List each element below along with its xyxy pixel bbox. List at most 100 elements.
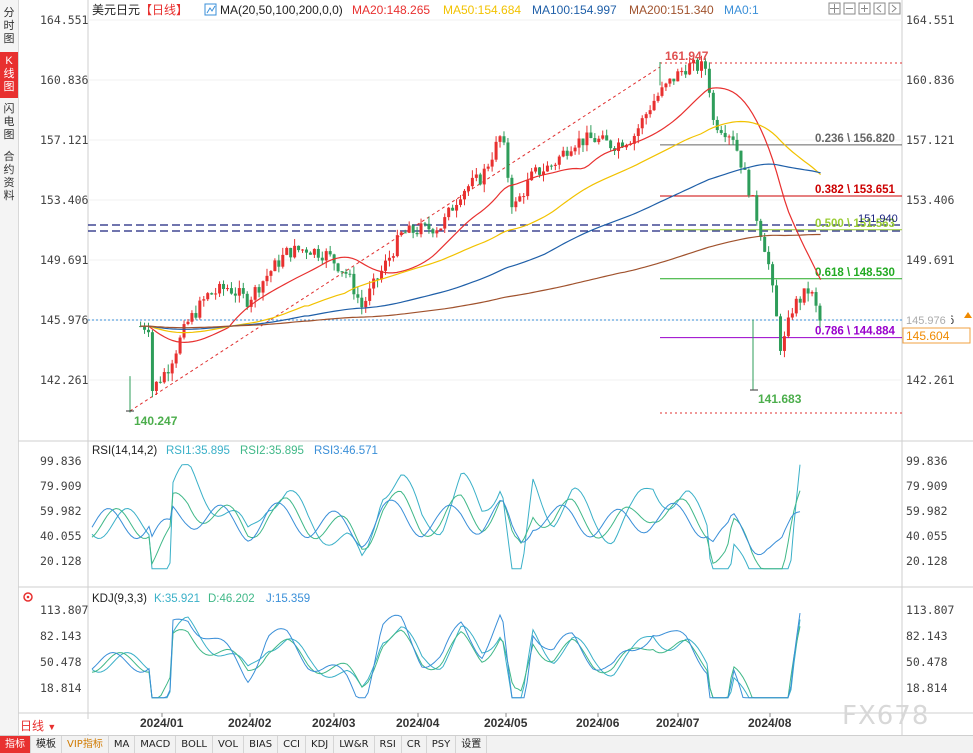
- candle-body: [802, 288, 806, 303]
- rsi-tick-left: 59.982: [40, 504, 82, 518]
- side-tab-timeshare[interactable]: 分时图: [3, 7, 15, 45]
- candle-body: [775, 285, 779, 317]
- scroll-right-icon[interactable]: [888, 2, 901, 15]
- candle-body: [462, 190, 466, 200]
- ma-settings-icon[interactable]: [204, 3, 217, 16]
- time-axis-label: 2024/05: [484, 716, 528, 730]
- toolbar-indicators[interactable]: 指标: [0, 736, 31, 753]
- candle-body: [545, 165, 549, 172]
- candle-body: [150, 332, 154, 391]
- ma50-line: [140, 120, 822, 334]
- candlesticks: [129, 53, 822, 413]
- candle-body: [253, 287, 257, 300]
- ma-settings-icon-glyph: [206, 5, 216, 14]
- candle-body: [407, 225, 411, 233]
- candle-body: [269, 271, 273, 276]
- toolbar-bias[interactable]: BIAS: [244, 736, 279, 753]
- period-selector[interactable]: 日线 ▼: [20, 719, 90, 734]
- candle-body: [814, 292, 818, 306]
- price-annotations: 161.947 140.247 141.683 151.940: [126, 49, 898, 428]
- chevron-down-icon: ▼: [47, 722, 57, 732]
- candle-body: [308, 252, 312, 255]
- candle-body: [293, 245, 297, 258]
- price-tick-left: 164.551: [40, 13, 89, 27]
- toolbar-vip[interactable]: VIP指标: [62, 736, 109, 753]
- candle-body: [486, 166, 490, 169]
- price-tick-right: 157.121: [906, 133, 955, 147]
- candle-body: [265, 275, 269, 282]
- alert-bell-icon[interactable]: [964, 312, 972, 318]
- rsi1-value: RSI1:35.895: [166, 445, 230, 457]
- candle-body: [206, 293, 210, 300]
- candle-body: [154, 381, 158, 391]
- toolbar-kdj[interactable]: KDJ: [306, 736, 335, 753]
- candle-body: [541, 171, 545, 175]
- candle-body: [139, 326, 143, 328]
- scroll-left-icon[interactable]: [873, 2, 886, 15]
- price-tick-left: 160.836: [40, 73, 89, 87]
- candle-body: [522, 196, 526, 198]
- candle-body: [368, 288, 372, 301]
- side-tab-flash[interactable]: 闪电图: [3, 103, 15, 141]
- candle-body: [411, 225, 415, 233]
- toolbar-icons[interactable]: [828, 2, 901, 15]
- ma200-value: MA200:151.340: [629, 3, 714, 17]
- candle-body: [214, 293, 218, 295]
- candle-body: [605, 135, 609, 141]
- time-axis-label: 2024/04: [396, 716, 440, 730]
- toolbar-settings[interactable]: 设置: [456, 736, 488, 753]
- candle-body: [439, 228, 443, 231]
- ma100-line: [140, 163, 821, 330]
- candle-body: [233, 293, 237, 296]
- candle-body: [782, 336, 786, 351]
- candle-body: [593, 138, 597, 143]
- toolbar-macd[interactable]: MACD: [135, 736, 177, 753]
- candle-body: [289, 247, 293, 258]
- rsi-tick-right: 20.128: [906, 554, 948, 568]
- toolbar-cr[interactable]: CR: [402, 736, 427, 753]
- candle-body: [312, 248, 316, 255]
- toolbar-template[interactable]: 模板: [31, 736, 62, 753]
- toolbar-psy[interactable]: PSY: [427, 736, 457, 753]
- kdj-tick-left: 113.807: [40, 603, 89, 617]
- candle-body: [482, 168, 486, 185]
- toolbar-lwr[interactable]: LW&R: [334, 736, 375, 753]
- period-label-header: 【日线】: [140, 3, 188, 17]
- candle-body: [703, 61, 707, 69]
- toolbar-cci[interactable]: CCI: [278, 736, 307, 753]
- candle-body: [767, 251, 771, 265]
- rsi-tick-right: 99.836: [906, 454, 948, 468]
- candle-body: [644, 114, 648, 119]
- chart-canvas[interactable]: 164.551 164.551 160.836 160.836 157.121 157.1…: [0, 0, 973, 735]
- candle-body: [198, 300, 202, 318]
- candle-body: [719, 130, 723, 133]
- side-tab-kline[interactable]: K线图: [0, 52, 18, 98]
- candle-body: [348, 273, 352, 275]
- candle-body: [474, 174, 478, 178]
- rsi-tick-left: 20.128: [40, 554, 82, 568]
- price-tick-left: 157.121: [40, 133, 89, 147]
- toolbar-boll[interactable]: BOLL: [176, 736, 213, 753]
- candle-body: [304, 249, 308, 253]
- candle-body: [174, 353, 178, 364]
- fibonacci-levels: 0.236 \ 156.820 0.382 \ 153.651 0.500 \ 15…: [660, 133, 902, 339]
- toolbar-ma[interactable]: MA: [109, 736, 136, 753]
- crosshair-icon[interactable]: [828, 2, 841, 15]
- candle-body: [707, 68, 711, 93]
- ma20-value: MA20:148.265: [352, 3, 430, 17]
- candle-body: [419, 223, 423, 235]
- candle-body: [210, 293, 214, 295]
- rsi-tick-left: 40.055: [40, 529, 82, 543]
- time-axis-label: 2024/07: [656, 716, 700, 730]
- side-tab-contract[interactable]: 合约资料: [3, 151, 15, 202]
- candle-body: [585, 132, 589, 146]
- zoom-out-icon[interactable]: [843, 2, 856, 15]
- kdj-gear-icon[interactable]: [23, 592, 33, 602]
- toolbar-vol[interactable]: VOL: [213, 736, 245, 753]
- candle-body: [640, 118, 644, 129]
- rsi-header: RSI(14,14,2) RSI1:35.895 RSI2:35.895 RSI…: [92, 445, 378, 457]
- rsi3-value: RSI3:46.571: [314, 445, 378, 457]
- zoom-in-icon[interactable]: [858, 2, 871, 15]
- toolbar-rsi[interactable]: RSI: [375, 736, 402, 753]
- candle-body: [632, 135, 636, 144]
